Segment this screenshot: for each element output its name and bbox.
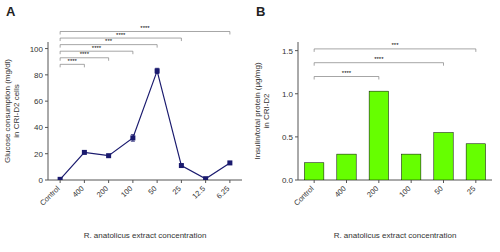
panel: B Insulin/total protein (µg/mg)in CRI-D2 R…: [253, 4, 492, 240]
figure: A Glucose consumption (mg/dl)in CRI-D2 ce…: [0, 0, 500, 252]
y-axis-line: [298, 42, 299, 180]
bracket: [60, 51, 133, 54]
y-tick-label: 100: [30, 45, 44, 54]
bracket: [314, 63, 443, 66]
x-axis-label: R. anatolicus extract concentration: [84, 231, 207, 240]
y-axis-label-line: Glucose consumption (mg/dl): [3, 59, 12, 163]
y-tick-label: 0: [39, 176, 44, 185]
y-axis-label-line: Insulin/total protein (µg/mg): [253, 62, 262, 159]
x-tick-label: 200: [365, 184, 380, 199]
marker: [227, 160, 232, 165]
marker: [82, 150, 87, 155]
bracket: [60, 31, 230, 34]
x-tick-label: 25: [171, 184, 183, 196]
x-tick-label: 50: [146, 184, 158, 196]
bar: [434, 133, 453, 180]
y-axis-label-line: in CRI-D2 cells: [12, 84, 21, 137]
title: B: [256, 4, 265, 19]
brackets: ***********************: [60, 25, 230, 67]
bracket-label: ****: [80, 51, 90, 57]
bracket: [314, 77, 379, 80]
x-tick-label: 12.5: [190, 184, 207, 201]
marker: [203, 176, 208, 180]
marker: [155, 68, 160, 73]
x-axis-label: R. anatolicus extract concentration: [334, 231, 457, 240]
y-axis-label: Glucose consumption (mg/dl)in CRI-D2 cel…: [3, 59, 21, 163]
y-tick-label: 0.5: [282, 133, 294, 142]
bracket-label: ****: [68, 58, 78, 64]
x-tick-label: 6.25: [215, 184, 232, 201]
bracket-label: ****: [140, 25, 150, 31]
bracket-label: ****: [374, 56, 384, 62]
x-tick-label: 50: [433, 184, 445, 196]
marker: [58, 177, 63, 180]
bar: [304, 163, 323, 180]
error-bar: [155, 68, 159, 73]
bracket-label: ****: [92, 45, 102, 51]
y-tick-label: 0.0: [282, 176, 294, 185]
plot-area: [304, 91, 485, 180]
bar: [401, 154, 420, 180]
plot-area: [58, 68, 233, 180]
bracket: [60, 45, 157, 48]
x-tick-label: 25: [465, 184, 477, 196]
bracket-label: ***: [391, 42, 399, 48]
x-tick-label: Control: [292, 184, 316, 208]
page: {"chart_data": [ {"type": "line", "title…: [0, 0, 500, 252]
y-axis-label-line: in CRI-D2: [262, 93, 271, 129]
marker: [130, 135, 135, 140]
bar: [466, 144, 485, 180]
x-tick-label: 100: [119, 184, 134, 199]
bar: [369, 91, 388, 180]
line: [60, 71, 230, 179]
panel: A Glucose consumption (mg/dl)in CRI-D2 ce…: [3, 4, 242, 240]
title: A: [6, 4, 16, 19]
y-axis-label: Insulin/total protein (µg/mg)in CRI-D2: [253, 62, 271, 159]
marker: [179, 163, 184, 168]
bracket-label: ****: [342, 70, 352, 76]
x-tick-label: 100: [397, 184, 412, 199]
bracket: [60, 64, 84, 67]
marker: [106, 153, 111, 158]
bar: [337, 154, 356, 180]
bracket: [60, 58, 109, 61]
y-axis-line: [48, 42, 49, 180]
error-bar: [131, 135, 135, 142]
x-axis-line: [298, 180, 492, 181]
bracket: [60, 38, 181, 41]
y-tick-label: 60: [34, 97, 43, 106]
x-tick-label: Control: [38, 184, 62, 208]
x-axis-line: [48, 180, 242, 181]
bracket: [314, 49, 476, 52]
y-tick-label: 1.5: [282, 47, 294, 56]
brackets: ***********: [314, 42, 476, 79]
x-tick-label: 400: [71, 184, 86, 199]
x-tick-label: 200: [95, 184, 110, 199]
bracket-label: ****: [116, 32, 126, 38]
y-tick-label: 80: [34, 71, 43, 80]
y-tick-label: 20: [34, 150, 43, 159]
bracket-label: ***: [105, 38, 113, 44]
y-tick-label: 40: [34, 123, 43, 132]
y-tick-label: 1.0: [282, 90, 294, 99]
x-tick-label: 400: [333, 184, 348, 199]
